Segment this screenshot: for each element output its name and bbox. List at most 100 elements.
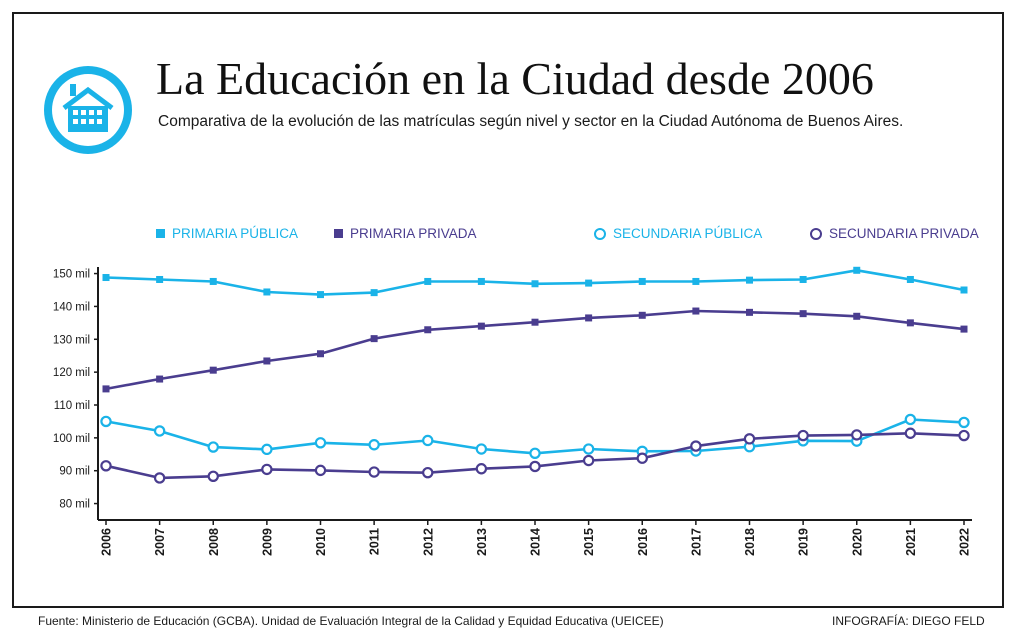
data-point-circle [207,470,219,482]
data-point-square [209,277,217,285]
x-tick-label: 2009 [260,528,274,556]
data-point-square [960,325,968,333]
data-point-circle [475,463,488,475]
data-point-square [746,276,753,284]
data-point-square [424,277,432,285]
data-point-square [424,326,432,334]
data-point-square [585,314,593,322]
source-note: Fuente: Ministerio de Educación (GCBA). … [38,614,664,628]
data-point-circle [743,433,756,445]
data-point-square [906,275,914,283]
x-tick-label: 2014 [529,528,543,556]
data-point-square [638,277,646,285]
data-point-square [853,266,861,274]
data-point-circle [261,443,273,456]
x-tick-label: 2016 [636,528,650,556]
x-tick-label: 2022 [958,528,972,556]
data-point-circle [422,466,434,479]
legend-square-marker [334,229,343,238]
legend-secundaria-privada: SECUNDARIA PRIVADA [810,226,979,241]
x-tick-label: 2010 [314,528,328,556]
school-building-icon [44,66,132,154]
y-tick-label: 90 mil [59,466,90,478]
data-point-circle [261,463,273,476]
x-tick-label: 2012 [421,528,435,556]
y-tick-label: 150 mil [53,269,90,281]
data-point-circle [153,472,166,484]
page-subtitle: Comparativa de la evolución de las matrí… [158,113,904,130]
data-point-circle [797,429,809,442]
legend-square-marker [156,229,165,238]
data-point-square [370,335,378,343]
data-point-square [531,318,539,326]
x-tick-label: 2008 [207,528,221,556]
data-point-square [906,319,914,327]
data-point-circle [153,425,166,437]
data-point-square [102,385,110,393]
legend-label: SECUNDARIA PRIVADA [829,226,979,241]
legend-primaria-publica: PRIMARIA PÚBLICA [156,226,298,241]
data-point-circle [582,454,595,467]
data-point-circle [958,416,970,429]
data-point-circle [529,460,541,473]
data-point-square [799,310,807,318]
data-point-square [477,322,485,330]
data-point-circle [529,447,541,459]
data-point-circle [422,434,434,447]
x-tick-label: 2006 [100,528,114,556]
y-tick-label: 100 mil [53,433,90,445]
x-tick-label: 2021 [904,528,918,556]
data-point-circle [904,413,917,426]
data-point-circle [475,443,488,455]
data-point-square [370,289,378,297]
legend-label: SECUNDARIA PÚBLICA [613,226,763,241]
legend-label: PRIMARIA PÚBLICA [172,226,299,241]
data-point-circle [851,429,863,441]
data-point-circle [690,440,702,452]
data-point-circle [100,415,112,428]
data-point-circle [314,464,327,477]
x-tick-label: 2007 [153,528,167,556]
data-point-square [638,311,646,319]
page-title: La Educación en la Ciudad desde 2006 [156,53,874,104]
y-tick-label: 120 mil [53,367,90,379]
data-point-square [585,279,593,287]
x-tick-label: 2019 [797,528,811,556]
data-point-circle [904,427,917,439]
data-point-square [692,277,700,285]
data-point-circle [958,429,970,442]
data-point-circle [368,466,380,478]
data-point-square [477,277,485,285]
legend-primaria-privada: PRIMARIA PRIVADA [334,226,477,241]
data-point-circle [314,437,327,449]
infographic-frame [12,12,1004,608]
x-tick-label: 2020 [850,528,864,556]
x-tick-label: 2015 [582,528,596,556]
data-point-square [960,286,968,294]
x-tick-label: 2018 [743,528,757,556]
y-tick-label: 110 mil [54,400,90,412]
data-point-square [799,275,807,283]
legend-circle-marker [810,227,822,240]
x-tick-label: 2017 [689,528,703,556]
data-point-square [263,357,271,365]
data-point-square [156,275,164,283]
data-point-circle [368,439,380,451]
data-point-square [317,291,324,299]
data-point-square [263,288,271,296]
legend-secundaria-publica: SECUNDARIA PÚBLICA [594,226,762,241]
data-point-square [317,350,324,358]
y-tick-label: 80 mil [59,499,90,511]
y-tick-label: 130 mil [53,334,90,346]
credit-note: INFOGRAFÍA: DIEGO FELD [832,614,985,628]
x-tick-label: 2011 [368,528,382,555]
data-point-circle [582,443,595,455]
legend-label: PRIMARIA PRIVADA [350,226,477,241]
data-point-square [156,375,164,383]
x-tick-label: 2013 [475,528,489,556]
data-point-square [853,312,861,320]
data-point-square [746,308,753,316]
data-point-circle [207,441,219,453]
data-point-square [531,280,539,288]
